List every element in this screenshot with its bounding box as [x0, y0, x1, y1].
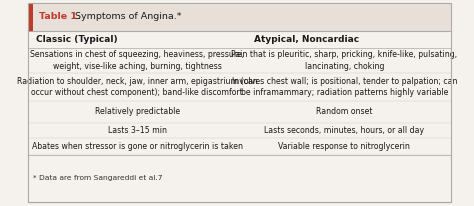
Text: Variable response to nitroglycerin: Variable response to nitroglycerin: [278, 142, 410, 151]
Text: Random onset: Random onset: [316, 107, 373, 116]
Text: Table 1.: Table 1.: [39, 13, 81, 21]
Text: Radiation to shoulder, neck, jaw, inner arm, epigastrium (can
occur without ches: Radiation to shoulder, neck, jaw, inner …: [17, 77, 257, 97]
Text: Atypical, Noncardiac: Atypical, Noncardiac: [254, 35, 359, 44]
Text: Pain that is pleuritic, sharp, pricking, knife-like, pulsating,
lancinating, cho: Pain that is pleuritic, sharp, pricking,…: [231, 50, 457, 71]
Text: * Data are from Sangareddi et al.7: * Data are from Sangareddi et al.7: [34, 175, 163, 181]
Bar: [28, 3, 451, 31]
Text: Symptoms of Angina.*: Symptoms of Angina.*: [72, 13, 182, 21]
Text: Classic (Typical): Classic (Typical): [36, 35, 117, 44]
Text: Lasts seconds, minutes, hours, or all day: Lasts seconds, minutes, hours, or all da…: [264, 126, 424, 135]
Bar: [28, 3, 34, 31]
Text: Relatively predictable: Relatively predictable: [95, 107, 180, 116]
Text: Lasts 3–15 min: Lasts 3–15 min: [108, 126, 167, 135]
Text: Sensations in chest of squeezing, heaviness, pressure,
weight, vise-like aching,: Sensations in chest of squeezing, heavin…: [30, 50, 244, 71]
Text: Involves chest wall; is positional, tender to palpation; can
be inframammary; ra: Involves chest wall; is positional, tend…: [232, 77, 457, 97]
Text: Abates when stressor is gone or nitroglycerin is taken: Abates when stressor is gone or nitrogly…: [32, 142, 243, 151]
